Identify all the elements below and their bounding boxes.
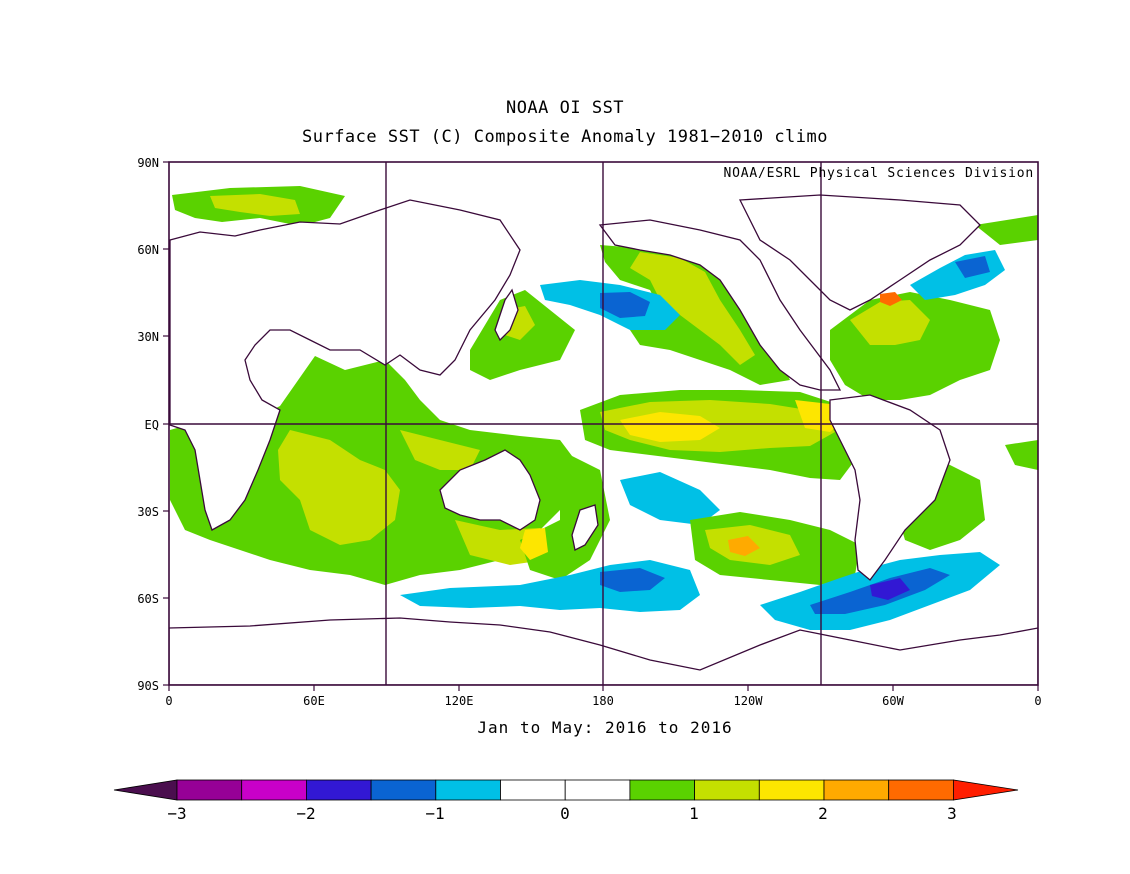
cold-region-north-pacific-core	[600, 292, 650, 318]
colorbar-label: 1	[689, 804, 699, 823]
colorbar-arrow-right	[953, 779, 1019, 801]
land-north-america	[598, 219, 842, 391]
colorbar-swatch	[500, 779, 566, 801]
y-tick-label: 60N	[137, 243, 159, 257]
colorbar-swatch	[176, 779, 243, 801]
colorbar-swatch	[888, 779, 954, 801]
land-japan	[494, 288, 519, 342]
map-subtitle: Surface SST (C) Composite Anomaly 1981−2…	[301, 127, 828, 147]
x-tick-label: 60W	[882, 694, 904, 708]
x-tick-label: 180	[592, 694, 614, 708]
colorbar-swatch	[241, 779, 307, 801]
x-tick-label: 60E	[303, 694, 325, 708]
colorbar	[113, 779, 1019, 801]
y-tick-label: 90N	[137, 156, 159, 170]
map-title: NOAA OI SST	[505, 98, 625, 118]
period-label: Jan to May: 2016 to 2016	[477, 718, 733, 737]
y-tick-label: 30S	[137, 505, 159, 519]
tick-marks	[163, 161, 1039, 691]
warm-region-indian-ocean-inner	[278, 430, 400, 545]
colorbar-label: −2	[296, 804, 315, 823]
x-tick-label: 0	[1034, 694, 1041, 708]
land-new-zealand	[571, 504, 599, 551]
land-australia	[439, 449, 541, 531]
colorbar-label: −1	[425, 804, 444, 823]
cold-region-drake-min	[870, 578, 910, 600]
y-tick-label: 60S	[137, 592, 159, 606]
colorbar-swatch	[305, 779, 372, 801]
warm-region-gulf-stream	[880, 292, 902, 306]
colorbar-swatch	[629, 779, 696, 801]
warm-region-south-pacific-core	[728, 536, 760, 556]
cold-region-southern-pacific-core	[600, 568, 665, 592]
x-tick-label: 120W	[734, 694, 764, 708]
land-eurasia-africa	[169, 199, 521, 531]
warm-region-north-europe-inner	[210, 194, 300, 216]
warm-region-equatorial-pacific-core	[620, 412, 720, 442]
warm-region-north-pacific-inner	[630, 252, 755, 365]
y-tick-label: 90S	[137, 679, 159, 693]
colorbar-swatch	[564, 779, 631, 801]
colorbar-swatch	[758, 779, 825, 801]
colorbar-label: 0	[560, 804, 570, 823]
colorbar-label: −3	[167, 804, 186, 823]
colorbar-arrow-left	[113, 779, 178, 801]
x-tick-labels: 0 60E 120E 180 120W 60W 0	[165, 694, 1041, 708]
warm-region-north-atlantic-inner	[850, 300, 930, 345]
cold-region-north-atlantic-core	[955, 256, 990, 278]
land-canada-greenland	[738, 194, 981, 311]
colorbar-swatch	[370, 779, 437, 801]
warm-region-arctic-atlantic	[975, 215, 1038, 245]
y-tick-labels: 90N 60N 30N EQ 30S 60S 90S	[137, 156, 159, 693]
y-tick-label: 30N	[137, 330, 159, 344]
colorbar-label: 3	[947, 804, 957, 823]
land-south-america	[829, 394, 951, 581]
colorbar-label: 2	[818, 804, 828, 823]
colorbar-swatch	[823, 779, 890, 801]
y-tick-label: EQ	[145, 418, 159, 432]
colorbar-swatch	[694, 779, 760, 801]
cold-region-south-pacific	[620, 472, 720, 525]
colorbar-labels: −3 −2 −1 0 1 2 3	[167, 804, 956, 823]
x-tick-label: 120E	[445, 694, 474, 708]
warm-region-maritime	[400, 430, 480, 470]
warm-region-tasman-inner	[520, 528, 548, 560]
warm-region-equatorial-atlantic	[1005, 440, 1038, 470]
x-tick-label: 0	[165, 694, 172, 708]
credit-label: NOAA/ESRL Physical Sciences Division	[723, 166, 1034, 181]
colorbar-swatch	[435, 779, 501, 801]
